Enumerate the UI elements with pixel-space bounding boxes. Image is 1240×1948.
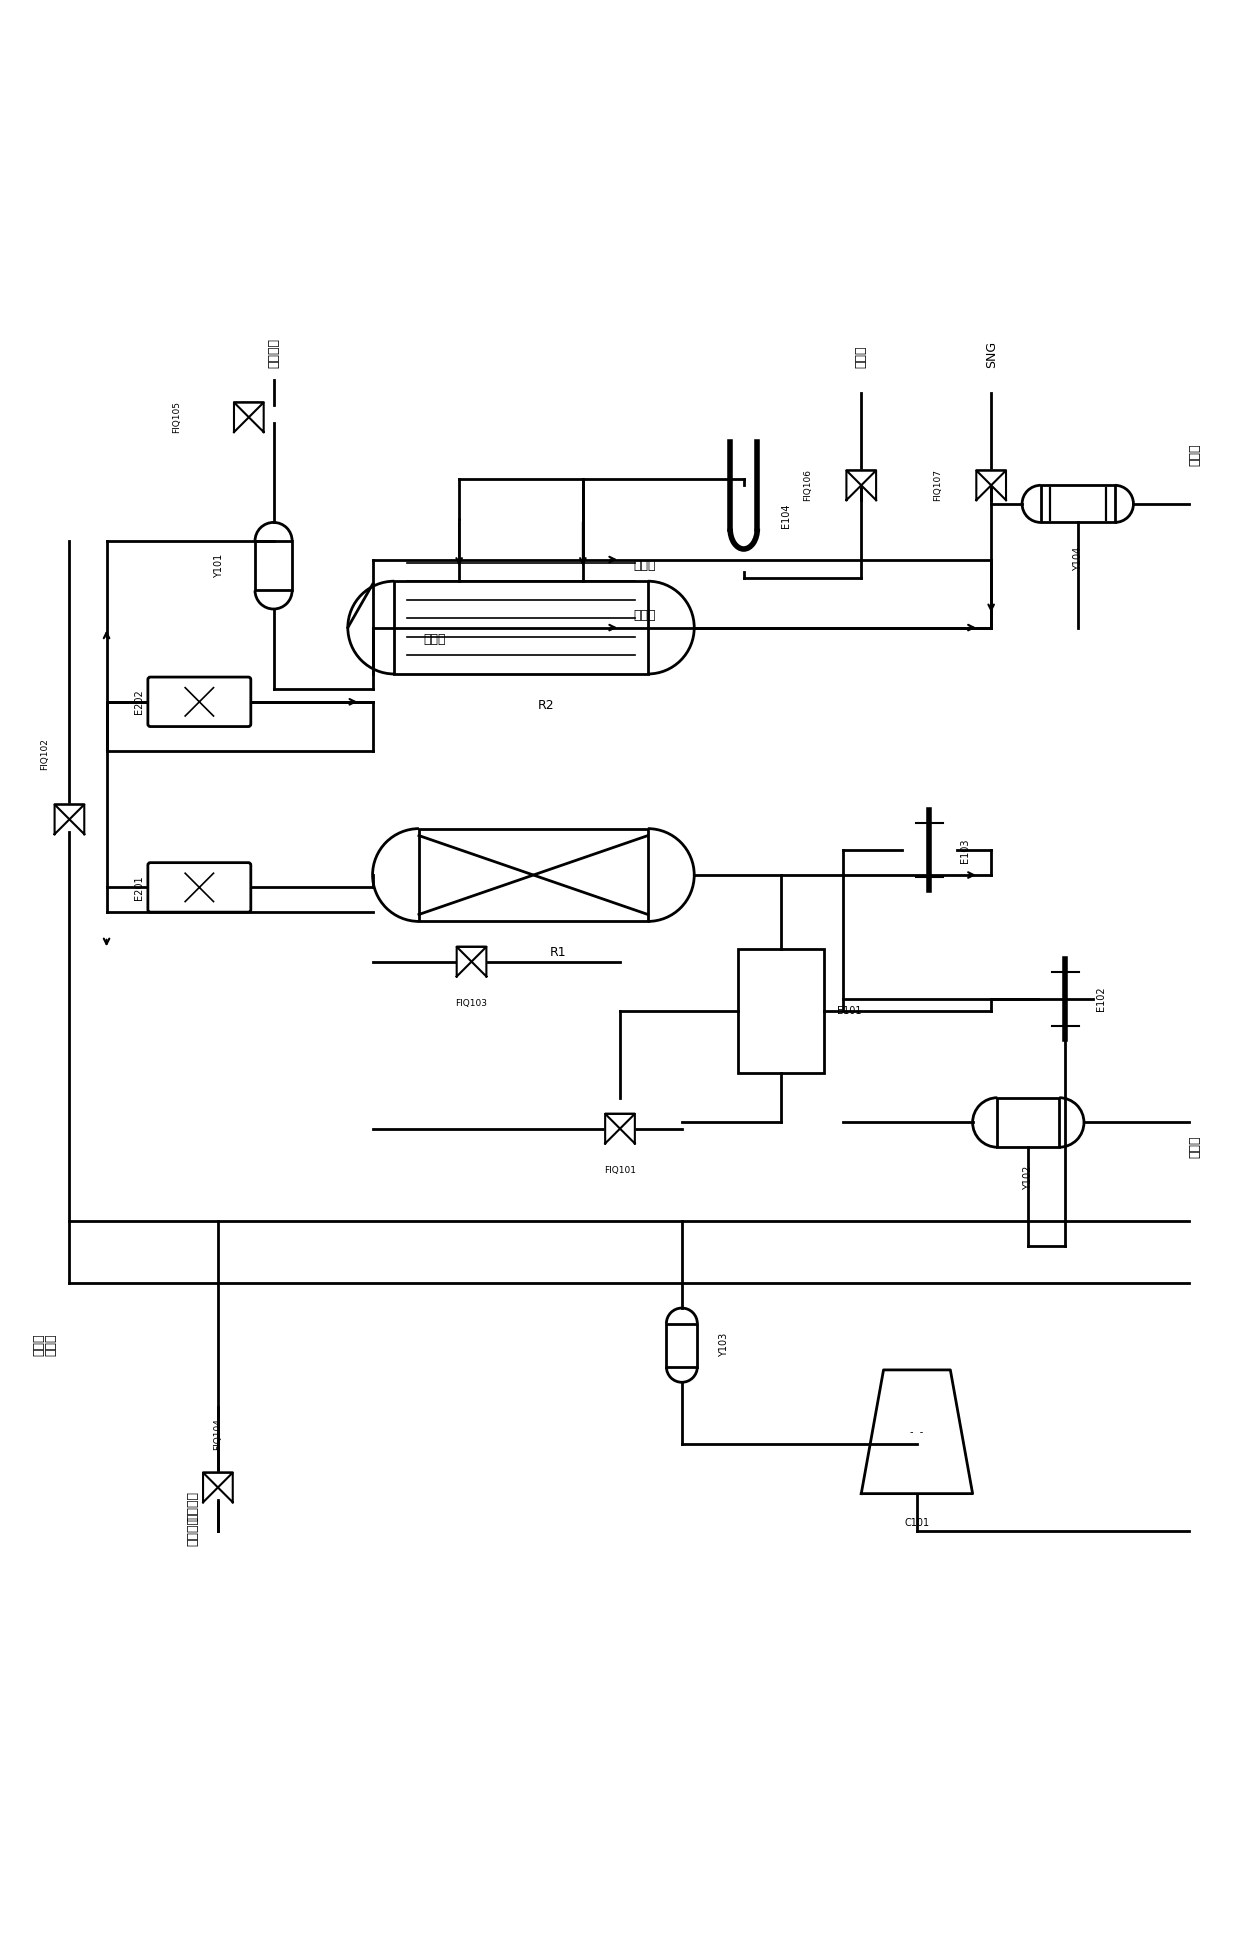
Polygon shape	[234, 403, 264, 432]
Polygon shape	[605, 1114, 635, 1143]
Text: SNG: SNG	[985, 341, 998, 368]
Polygon shape	[234, 403, 264, 432]
Polygon shape	[862, 1369, 972, 1494]
Text: 冷冻液: 冷冻液	[1189, 1136, 1202, 1159]
Polygon shape	[976, 471, 1006, 501]
Text: 下循环: 下循环	[634, 608, 656, 621]
Text: E102: E102	[1096, 986, 1106, 1011]
Polygon shape	[847, 471, 877, 501]
Polygon shape	[203, 1473, 233, 1502]
Text: FIQ105: FIQ105	[172, 401, 181, 432]
Bar	[419, 828, 647, 921]
Polygon shape	[605, 1114, 635, 1143]
Text: 中压蒸汽: 中压蒸汽	[267, 337, 280, 368]
Text: 原料气: 原料气	[45, 1334, 57, 1356]
FancyBboxPatch shape	[148, 678, 250, 727]
Bar	[394, 581, 647, 674]
FancyBboxPatch shape	[148, 863, 250, 912]
Text: 脱盐水: 脱盐水	[854, 345, 868, 368]
Text: 中压蒸汽: 中压蒸汽	[187, 1490, 200, 1521]
Polygon shape	[456, 947, 486, 976]
Polygon shape	[55, 805, 84, 834]
Text: Y104: Y104	[1073, 547, 1083, 571]
Text: FIQ103: FIQ103	[455, 999, 487, 1007]
Text: C101: C101	[904, 1517, 930, 1529]
Bar	[255, 542, 293, 590]
Text: 上循环: 上循环	[634, 559, 656, 573]
Text: Y103: Y103	[719, 1332, 729, 1358]
Text: E101: E101	[837, 1005, 861, 1017]
Text: 冷冻液: 冷冻液	[1189, 442, 1202, 466]
Text: -  -: - -	[910, 1426, 924, 1438]
Text: R2: R2	[537, 699, 554, 711]
Text: FIQ106: FIQ106	[802, 469, 812, 501]
Text: FIQ104: FIQ104	[213, 1418, 222, 1451]
Text: 混合气: 混合气	[423, 633, 445, 647]
Text: E104: E104	[781, 505, 791, 528]
Bar	[1040, 485, 1115, 522]
Text: E103: E103	[960, 838, 970, 863]
Text: FIQ101: FIQ101	[604, 1165, 636, 1175]
Bar	[997, 1099, 1059, 1147]
Polygon shape	[847, 471, 877, 501]
Text: Y102: Y102	[1023, 1165, 1033, 1190]
Bar	[666, 1323, 697, 1367]
Polygon shape	[976, 471, 1006, 501]
Text: FIQ102: FIQ102	[40, 738, 50, 769]
Text: R1: R1	[549, 947, 567, 958]
Polygon shape	[55, 805, 84, 834]
Polygon shape	[456, 947, 486, 976]
Text: 中压蒸汽: 中压蒸汽	[187, 1516, 200, 1547]
Bar	[738, 949, 825, 1073]
Text: E202: E202	[134, 690, 144, 715]
Text: E201: E201	[134, 875, 144, 900]
Text: FIQ107: FIQ107	[932, 469, 941, 501]
Text: Y101: Y101	[215, 553, 224, 579]
Text: 原料气: 原料气	[32, 1334, 45, 1356]
Polygon shape	[203, 1473, 233, 1502]
